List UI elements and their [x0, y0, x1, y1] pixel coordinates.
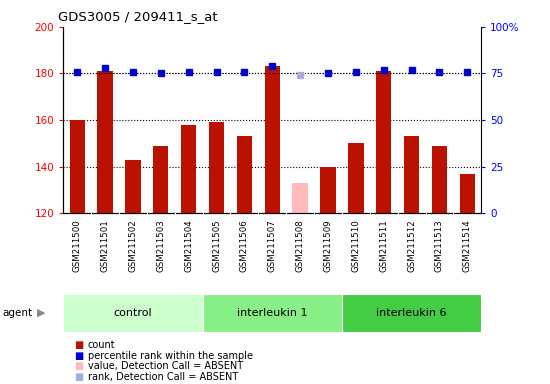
- Text: ■: ■: [74, 351, 84, 361]
- Text: GSM211500: GSM211500: [73, 220, 82, 272]
- Bar: [63, 294, 202, 332]
- Bar: [404, 136, 419, 213]
- Bar: [432, 146, 447, 213]
- Text: GSM211504: GSM211504: [184, 220, 193, 272]
- Bar: [69, 120, 85, 213]
- Text: GSM211512: GSM211512: [407, 220, 416, 272]
- Bar: [265, 66, 280, 213]
- Bar: [293, 183, 308, 213]
- Bar: [376, 71, 392, 213]
- Bar: [236, 136, 252, 213]
- Text: percentile rank within the sample: percentile rank within the sample: [88, 351, 253, 361]
- Text: GSM211509: GSM211509: [323, 220, 333, 272]
- Text: ▶: ▶: [37, 308, 46, 318]
- Text: GSM211508: GSM211508: [295, 220, 305, 272]
- Text: GSM211510: GSM211510: [351, 220, 360, 272]
- Text: count: count: [88, 340, 116, 350]
- Bar: [348, 143, 364, 213]
- Bar: [125, 160, 141, 213]
- Text: GSM211503: GSM211503: [156, 220, 166, 272]
- Bar: [460, 174, 475, 213]
- Text: interleukin 6: interleukin 6: [376, 308, 447, 318]
- Text: ■: ■: [74, 340, 84, 350]
- Bar: [181, 125, 196, 213]
- Text: GDS3005 / 209411_s_at: GDS3005 / 209411_s_at: [58, 10, 217, 23]
- Text: ■: ■: [74, 361, 84, 371]
- Text: GSM211507: GSM211507: [268, 220, 277, 272]
- Text: GSM211513: GSM211513: [435, 220, 444, 272]
- Bar: [153, 146, 168, 213]
- Text: rank, Detection Call = ABSENT: rank, Detection Call = ABSENT: [88, 372, 238, 382]
- Text: GSM211506: GSM211506: [240, 220, 249, 272]
- Bar: [97, 71, 113, 213]
- Bar: [209, 122, 224, 213]
- Bar: [320, 167, 336, 213]
- Bar: [202, 294, 342, 332]
- Text: GSM211501: GSM211501: [101, 220, 109, 272]
- Text: GSM211514: GSM211514: [463, 220, 472, 272]
- Text: GSM211505: GSM211505: [212, 220, 221, 272]
- Text: control: control: [114, 308, 152, 318]
- Text: GSM211502: GSM211502: [128, 220, 138, 272]
- Text: agent: agent: [3, 308, 33, 318]
- Text: interleukin 1: interleukin 1: [237, 308, 307, 318]
- Text: ■: ■: [74, 372, 84, 382]
- Text: GSM211511: GSM211511: [379, 220, 388, 272]
- Text: value, Detection Call = ABSENT: value, Detection Call = ABSENT: [88, 361, 243, 371]
- Bar: [342, 294, 481, 332]
